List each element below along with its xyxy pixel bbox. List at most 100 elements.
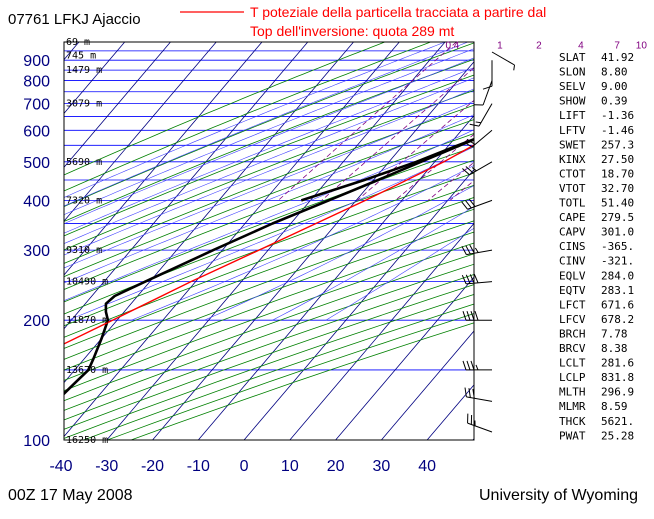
index-value: 18.70 (601, 167, 634, 180)
pressure-tick-label: 400 (23, 193, 50, 210)
height-label: 13670 m (66, 365, 108, 376)
index-value: 8.59 (601, 400, 628, 413)
index-value: 51.40 (601, 197, 634, 210)
wind-barb-flag (469, 244, 475, 254)
index-label: PWAT (559, 429, 586, 442)
wind-barb-half-flag (474, 247, 479, 253)
wind-barb-staff (467, 199, 493, 210)
mixing-ratio-line (395, 133, 474, 201)
index-label: CTOT (559, 167, 586, 180)
isotherm-line (64, 42, 171, 168)
temperature-tick-label: -10 (187, 458, 210, 475)
mixing-ratio-label: 1 (497, 40, 503, 51)
index-value: -365. (601, 240, 634, 253)
height-label: 745 m (66, 50, 96, 61)
annotation-line-1: T poteziale della particella tracciata a… (250, 4, 546, 20)
pressure-tick-label: 200 (23, 313, 50, 330)
isotherm-line (64, 42, 217, 222)
height-label: 69 m (66, 37, 90, 48)
index-value: 7.78 (601, 327, 628, 340)
temperature-tick-labels: -40 -30 -20 -10 0 10 20 30 40 (49, 458, 436, 475)
wind-barb (462, 360, 492, 371)
dry-adiabat-line (64, 263, 474, 411)
wind-barb (469, 103, 493, 127)
index-value: 284.0 (601, 269, 634, 282)
wind-barb-staff (466, 281, 493, 285)
wind-barb-flag (482, 85, 493, 90)
index-value: 5621. (601, 415, 634, 428)
index-value: 25.28 (601, 429, 634, 442)
index-label: CAPV (559, 226, 586, 239)
height-label: 7320 m (66, 195, 102, 206)
dry-adiabat-line (64, 146, 474, 303)
moist-adiabat-line (64, 48, 474, 215)
isotherm-line (152, 61, 474, 440)
moist-adiabat-line (325, 227, 474, 321)
mixing-ratio-line (356, 99, 474, 201)
index-label: TOTL (559, 197, 586, 210)
index-label: LFCT (559, 298, 586, 311)
wind-barb-flag (469, 123, 480, 127)
wind-barb-staff (466, 249, 493, 256)
temperature-line (64, 138, 474, 396)
wind-barb-staff (467, 422, 493, 433)
index-value: -321. (601, 255, 634, 268)
plot-frame (63, 41, 475, 441)
profile-lines (64, 137, 474, 396)
pressure-tick-label: 500 (23, 155, 50, 172)
temperature-tick-label: 0 (240, 458, 249, 475)
temperature-tick-label: -40 (49, 458, 72, 475)
wind-barb-flag (473, 273, 479, 284)
temperature-tick-label: 30 (372, 458, 390, 475)
dry-adiabat-line (64, 42, 431, 192)
index-label: LIFT (559, 109, 586, 122)
parcel-line (64, 144, 474, 345)
dry-adiabat-line (64, 104, 474, 264)
dry-adiabat-line (64, 220, 474, 371)
pressure-tick-label: 600 (23, 123, 50, 140)
wind-barb (461, 198, 493, 210)
wind-barb (473, 80, 493, 106)
height-label: 9310 m (66, 245, 102, 256)
wind-barb-flag (465, 200, 472, 209)
isotherm-line (335, 276, 474, 440)
pressure-tick-label: 100 (23, 433, 50, 450)
index-value: 671.6 (601, 298, 634, 311)
index-value: 301.0 (601, 226, 634, 239)
footer-time: 00Z 17 May 2008 (8, 487, 133, 504)
index-value: 41.92 (601, 51, 634, 64)
index-value: 8.38 (601, 342, 628, 355)
height-label: 11870 m (66, 315, 108, 326)
wind-barb-staff (482, 80, 493, 106)
mixing-ratio-label: 10 (636, 40, 648, 51)
moist-adiabat-line (272, 206, 474, 321)
temperature-tick-label: 40 (418, 458, 436, 475)
wind-barb-flag (468, 198, 476, 207)
height-labels: 16250 m 13670 m 11870 m 10490 m 9310 m 7320 m… (66, 37, 108, 446)
index-label: VTOT (559, 182, 586, 195)
mixing-ratio-label: 7 (614, 40, 620, 51)
wind-barb-flag (472, 388, 475, 399)
wind-barb-flag (462, 311, 467, 321)
temperature-tick-label: 10 (281, 458, 299, 475)
stability-indices: SLAT 41.92 SLON 8.80 SELV 9.00 SHOW 0.39 LIFT -1.… (559, 51, 634, 442)
pressure-tick-label: 700 (23, 97, 50, 114)
dry-adiabat-line (64, 172, 474, 327)
wind-barb (461, 244, 493, 256)
isotherm-line (381, 330, 474, 440)
wind-barb (462, 161, 493, 176)
wind-barb-flag (461, 274, 467, 285)
dry-adiabat-line (64, 42, 474, 207)
index-label: SELV (559, 80, 586, 93)
moist-adiabat-line (64, 42, 469, 207)
dry-adiabat-line (64, 74, 474, 237)
wind-barb-half-flag (513, 64, 516, 71)
index-value: 0.39 (601, 95, 628, 108)
index-value: 831.8 (601, 371, 634, 384)
index-label: SLAT (559, 51, 586, 64)
height-label: 1479 m (66, 65, 102, 76)
isotherm-line (64, 42, 263, 276)
wind-barb-flag (470, 360, 475, 371)
isotherm-line (64, 42, 126, 115)
